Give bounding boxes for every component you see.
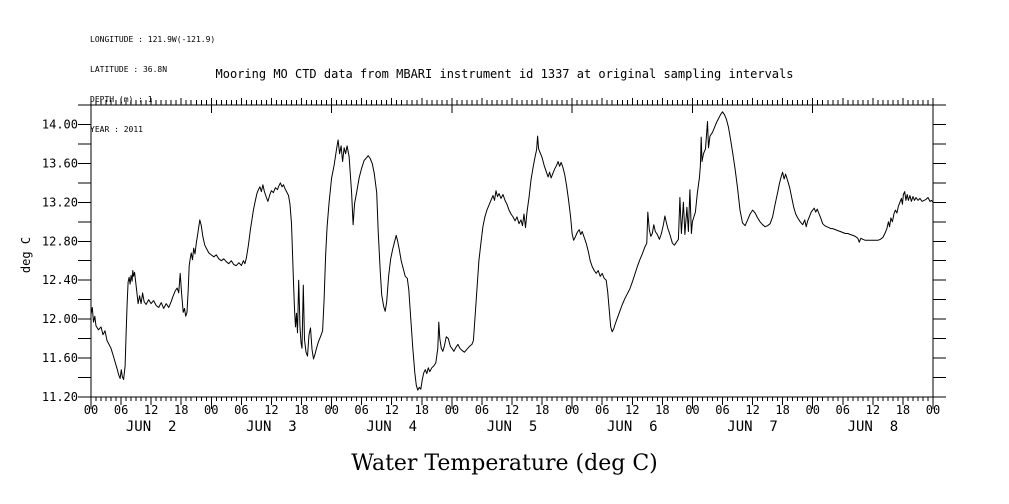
x-tick-label: 18	[294, 403, 308, 417]
x-tick-label: 18	[775, 403, 789, 417]
x-tick-label: 18	[655, 403, 669, 417]
x-tick-label: 06	[234, 403, 248, 417]
x-tick-label: 06	[715, 403, 729, 417]
x-tick-label: 12	[264, 403, 278, 417]
x-tick-label: 06	[836, 403, 850, 417]
x-axis-title: Water Temperature (deg C)	[351, 451, 658, 476]
x-tick-label: 06	[595, 403, 609, 417]
meta-latitude: LATITUDE : 36.8N	[90, 65, 168, 74]
day-label: JUN 5	[487, 419, 538, 435]
y-tick-label: 11.20	[42, 390, 78, 404]
plot-border	[90, 104, 934, 398]
y-tick-label: 13.60	[42, 156, 78, 170]
y-tick-label: 12.00	[42, 312, 78, 326]
day-label: JUN 4	[366, 419, 417, 435]
temperature-line	[90, 111, 934, 391]
y-tick-label: 11.60	[42, 351, 78, 365]
x-tick-label: 12	[625, 403, 639, 417]
y-tick-label: 13.20	[42, 195, 78, 209]
day-label: JUN 6	[607, 419, 658, 435]
meta-year: YEAR : 2011	[90, 125, 143, 134]
x-tick-label: 06	[354, 403, 368, 417]
y-axis-label: deg C	[19, 237, 33, 273]
metadata-block: LONGITUDE : 121.9W(-121.9) LATITUDE : 36…	[90, 15, 215, 155]
x-tick-label: 00	[445, 403, 459, 417]
x-tick-label: 18	[896, 403, 910, 417]
day-label: JUN 3	[246, 419, 297, 435]
x-tick-label: 12	[144, 403, 158, 417]
x-tick-label: 06	[114, 403, 128, 417]
x-tick-label: 12	[505, 403, 519, 417]
y-tick-label: 12.80	[42, 234, 78, 248]
day-label: JUN 8	[848, 419, 899, 435]
day-label: JUN 2	[126, 419, 177, 435]
x-tick-label: 18	[535, 403, 549, 417]
meta-longitude: LONGITUDE : 121.9W(-121.9)	[90, 35, 216, 44]
y-tick-label: 14.00	[42, 117, 78, 131]
y-tick-label: 12.40	[42, 273, 78, 287]
x-tick-label: 00	[204, 403, 218, 417]
x-tick-label: 00	[805, 403, 819, 417]
x-tick-label: 00	[565, 403, 579, 417]
day-label: JUN 7	[727, 419, 778, 435]
x-tick-label: 06	[475, 403, 489, 417]
x-tick-label: 12	[745, 403, 759, 417]
meta-depth: DEPTH (m) : 1	[90, 95, 153, 104]
x-tick-label: 12	[384, 403, 398, 417]
x-tick-label: 00	[685, 403, 699, 417]
x-tick-label: 12	[866, 403, 880, 417]
x-tick-label: 00	[324, 403, 338, 417]
x-tick-label: 00	[926, 403, 940, 417]
x-tick-label: 00	[84, 403, 98, 417]
x-tick-label: 18	[174, 403, 188, 417]
x-tick-label: 18	[415, 403, 429, 417]
plot-title: Mooring MO CTD data from MBARI instrumen…	[215, 67, 794, 81]
